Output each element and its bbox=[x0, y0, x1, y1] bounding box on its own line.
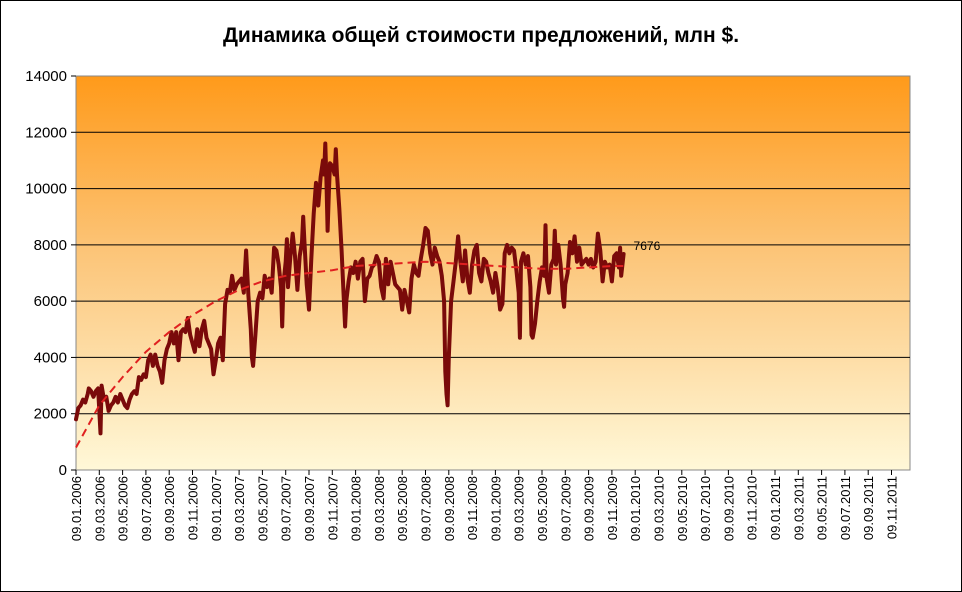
x-tick-label: 09.01.2010 bbox=[628, 476, 643, 541]
end-value-label: 7676 bbox=[634, 239, 661, 253]
x-tick-label: 09.09.2011 bbox=[861, 476, 876, 540]
x-tick-label: 09.01.2009 bbox=[488, 476, 503, 541]
plot-area bbox=[75, 75, 911, 471]
x-tick-label: 09.01.2008 bbox=[349, 476, 364, 541]
x-tick-label: 09.03.2006 bbox=[92, 476, 107, 541]
x-tick-label: 09.07.2011 bbox=[838, 476, 853, 540]
x-tick-label: 09.11.2010 bbox=[745, 476, 760, 540]
x-tick-label: 09.09.2009 bbox=[582, 476, 597, 541]
x-tick-label: 09.07.2008 bbox=[419, 476, 434, 541]
x-tick-label: 09.11.2006 bbox=[186, 476, 201, 540]
x-tick-label: 09.05.2011 bbox=[815, 476, 830, 540]
x-tick-label: 09.05.2009 bbox=[535, 476, 550, 541]
x-tick-label: 09.07.2010 bbox=[698, 476, 713, 541]
x-tick-label: 09.07.2006 bbox=[139, 476, 154, 541]
series-line bbox=[74, 141, 626, 436]
gridlines bbox=[76, 131, 910, 415]
x-tick-label: 09.09.2010 bbox=[721, 476, 736, 541]
x-tick-label: 09.01.2006 bbox=[69, 476, 84, 541]
y-tick-label: 12000 bbox=[25, 124, 67, 141]
x-tick-label: 09.09.2008 bbox=[442, 476, 457, 541]
x-tick-label: 09.07.2009 bbox=[558, 476, 573, 541]
x-tick-label: 09.01.2011 bbox=[768, 476, 783, 540]
x-tick-label: 09.05.2008 bbox=[395, 476, 410, 541]
y-tick-label: 2000 bbox=[34, 406, 67, 423]
x-tick-label: 09.09.2006 bbox=[162, 476, 177, 541]
trend-line bbox=[75, 260, 624, 448]
y-tick-label: 10000 bbox=[25, 181, 67, 198]
y-axis: 0 2000 4000 6000 8000 10000 12000 14000 bbox=[25, 68, 76, 479]
x-tick-label: 09.11.2007 bbox=[325, 476, 340, 540]
x-tick-label: 09.09.2007 bbox=[302, 476, 317, 541]
y-tick-label: 8000 bbox=[34, 237, 67, 254]
x-tick-label: 09.03.2007 bbox=[232, 476, 247, 541]
x-tick-label: 09.03.2010 bbox=[652, 476, 667, 541]
x-tick-label: 09.11.2011 bbox=[885, 476, 900, 539]
x-tick-label: 09.05.2007 bbox=[255, 476, 270, 541]
x-tick-label: 09.05.2010 bbox=[675, 476, 690, 541]
y-tick-label: 4000 bbox=[34, 349, 67, 366]
chart-title: Динамика общей стоимости предложений, мл… bbox=[222, 24, 740, 47]
y-tick-label: 6000 bbox=[34, 293, 67, 310]
x-tick-label: 09.11.2009 bbox=[605, 476, 620, 540]
y-tick-label: 14000 bbox=[25, 68, 67, 85]
x-axis: 09.01.2006 09.03.2006 09.05.2006 09.07.2006… bbox=[69, 470, 900, 541]
y-tick-label: 0 bbox=[59, 462, 67, 479]
x-tick-label: 09.05.2006 bbox=[116, 476, 131, 541]
x-tick-label: 09.01.2007 bbox=[209, 476, 224, 541]
series-layer bbox=[74, 141, 626, 448]
x-tick-label: 09.03.2009 bbox=[512, 476, 527, 541]
x-tick-label: 09.07.2007 bbox=[279, 476, 294, 541]
x-tick-label: 09.11.2008 bbox=[465, 476, 480, 540]
x-tick-label: 09.03.2008 bbox=[372, 476, 387, 541]
x-tick-label: 09.03.2011 bbox=[791, 476, 806, 540]
